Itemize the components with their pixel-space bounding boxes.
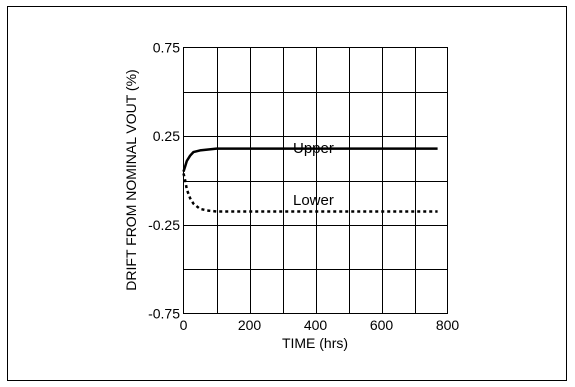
grid: [183, 47, 448, 314]
series-line-upper: [182, 147, 438, 172]
y-tick-label: 0.75: [153, 40, 180, 56]
y-axis-ticks: -0.75 -0.25 0.25 0.75: [148, 40, 180, 322]
outer-frame: [7, 6, 567, 381]
plot-frame: [183, 47, 448, 314]
x-tick-label: 800: [436, 317, 460, 333]
x-axis-ticks: 0 200 400 600 800: [180, 317, 460, 333]
y-axis-label: DRIFT FROM NOMINAL VOUT (%): [123, 69, 139, 290]
y-tick-label: -0.25: [148, 217, 180, 233]
series-layer: [182, 147, 438, 213]
x-axis-label: TIME (hrs): [282, 335, 348, 351]
x-tick-label: 600: [370, 317, 394, 333]
series-line-lower: [182, 173, 438, 213]
y-tick-label: 0.25: [153, 128, 180, 144]
x-tick-label: 400: [304, 317, 328, 333]
y-tick-label: -0.75: [148, 306, 180, 322]
series-label-upper: Upper: [293, 140, 334, 157]
x-tick-label: 0: [180, 317, 188, 333]
x-tick-label: 200: [238, 317, 262, 333]
series-label-lower: Lower: [293, 192, 334, 209]
